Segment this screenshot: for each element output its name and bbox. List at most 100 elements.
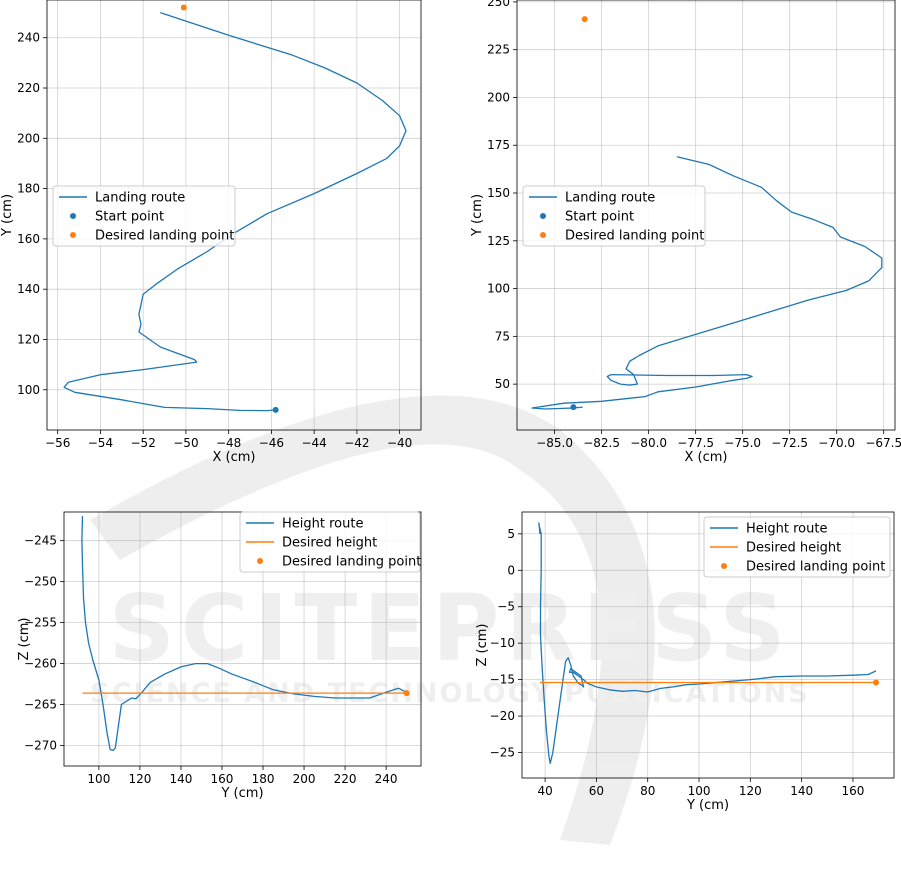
y-tick-label: 200 <box>17 131 40 145</box>
y-axis-label: Z (cm) <box>17 618 32 661</box>
legend-entry: Start point <box>565 210 634 225</box>
x-tick-label: −77.5 <box>677 436 714 450</box>
x-tick-label: −56 <box>45 436 70 450</box>
chart-3: 100 120 140 160 180 200 220 240 −245 −250 −255 −260… <box>17 511 422 801</box>
legend: Landing route Start point Desired landing … <box>522 185 706 247</box>
x-tick-label: −42 <box>344 436 369 450</box>
x-tick-label: 140 <box>169 772 192 786</box>
y-tick-label: 150 <box>487 186 510 200</box>
y-tick-label: 125 <box>487 234 510 248</box>
watermark-swoosh <box>90 395 655 845</box>
x-axis-label: X (cm) <box>685 450 728 465</box>
legend-dot-swatch <box>540 232 546 238</box>
x-axis-label: Y (cm) <box>686 798 729 813</box>
legend-entry: Height route <box>282 517 363 532</box>
legend-entry: Landing route <box>95 191 185 206</box>
legend-dot-swatch <box>70 213 76 219</box>
y-tick-label: −270 <box>24 739 57 753</box>
x-tick-label: −67.5 <box>865 436 901 450</box>
legend-entry: Desired height <box>282 536 377 551</box>
legend-dot-swatch <box>540 213 546 219</box>
legend-entry: Desired landing point <box>95 229 234 244</box>
y-tick-label: 100 <box>17 383 40 397</box>
y-axis-label: Z (cm) <box>475 624 490 667</box>
y-tick-label: −255 <box>24 616 57 630</box>
x-tick-label: −52 <box>131 436 156 450</box>
y-tick-label: −15 <box>490 673 515 687</box>
x-tick-label: −75.0 <box>724 436 761 450</box>
x-tick-label: 100 <box>87 772 110 786</box>
y-tick-label: 220 <box>17 81 40 95</box>
legend-entry: Desired landing point <box>746 560 885 575</box>
chart-2: −85.0 −82.5 −80.0 −77.5 −75.0 −72.5 −70.0 −67.5… <box>470 0 901 465</box>
x-tick-label: 140 <box>790 784 813 798</box>
y-tick-label: −260 <box>24 657 57 671</box>
y-tick-label: 225 <box>487 43 510 57</box>
plot-frame <box>516 0 896 431</box>
watermark-title: SCITEPRESS <box>108 575 791 682</box>
x-axis-label: X (cm) <box>213 450 256 465</box>
series-line-height-route <box>81 516 407 752</box>
point-start-point <box>570 404 577 411</box>
point-desired-landing-point <box>873 679 880 686</box>
y-tick-label: −25 <box>490 745 515 759</box>
x-tick-label: −54 <box>88 436 113 450</box>
y-tick-label: 100 <box>487 282 510 296</box>
series-line-landing-route <box>531 156 883 410</box>
legend-dot-swatch <box>70 232 76 238</box>
x-tick-label: 200 <box>293 772 316 786</box>
y-tick-label: −250 <box>24 575 57 589</box>
y-tick-label: 200 <box>487 90 510 104</box>
y-tick-label: 160 <box>17 232 40 246</box>
x-tick-label: 120 <box>128 772 151 786</box>
y-axis-label: Y (cm) <box>470 194 485 237</box>
y-axis-label: Y (cm) <box>0 194 15 237</box>
point-desired-landing-point <box>581 16 588 23</box>
y-tick-label: 0 <box>507 563 515 577</box>
legend-entry: Desired landing point <box>565 229 704 244</box>
legend-entry: Height route <box>746 522 827 537</box>
legend-entry: Start point <box>95 210 164 225</box>
legend-box <box>703 516 891 578</box>
x-tick-label: −82.5 <box>583 436 620 450</box>
legend-box <box>522 185 706 247</box>
y-tick-label: −245 <box>24 534 57 548</box>
x-tick-label: −48 <box>216 436 241 450</box>
legend-box <box>52 185 236 247</box>
x-tick-label: 100 <box>688 784 711 798</box>
y-tick-label: 140 <box>17 282 40 296</box>
y-tick-label: 240 <box>17 31 40 45</box>
x-tick-label: −50 <box>173 436 198 450</box>
point-desired-landing-point <box>403 690 410 697</box>
y-tick-label: 250 <box>487 0 510 9</box>
legend-box <box>239 511 421 573</box>
y-tick-label: 175 <box>487 138 510 152</box>
series-line-landing-route <box>63 11 407 412</box>
x-tick-label: −72.5 <box>771 436 808 450</box>
y-tick-label: −265 <box>24 698 57 712</box>
y-tick-label: 120 <box>17 332 40 346</box>
x-tick-label: −46 <box>259 436 284 450</box>
chart-4: 40 60 80 100 120 140 160 5 0 −5 −10 −15 −20 −25 Y (cm)… <box>475 511 895 813</box>
x-tick-label: 120 <box>739 784 762 798</box>
x-tick-label: 60 <box>589 784 604 798</box>
x-tick-label: 40 <box>537 784 552 798</box>
x-tick-label: 80 <box>640 784 655 798</box>
x-tick-label: 220 <box>334 772 357 786</box>
legend-entry: Desired landing point <box>282 555 421 570</box>
plot-frame <box>46 0 422 431</box>
point-desired-landing-point <box>180 4 187 11</box>
y-tick-label: 180 <box>17 182 40 196</box>
x-tick-label: −70.0 <box>818 436 855 450</box>
x-tick-label: −44 <box>301 436 326 450</box>
y-tick-label: −5 <box>497 600 515 614</box>
plot-frame <box>521 511 895 779</box>
y-tick-label: −20 <box>490 709 515 723</box>
chart-1: −56 −54 −52 −50 −48 −46 −44 −42 −40 100 120 140 160 1… <box>0 0 422 465</box>
x-tick-label: −85.0 <box>536 436 573 450</box>
x-tick-label: 160 <box>211 772 234 786</box>
y-tick-label: 50 <box>495 377 510 391</box>
series-line-height-route <box>538 522 877 765</box>
x-tick-label: 160 <box>841 784 864 798</box>
